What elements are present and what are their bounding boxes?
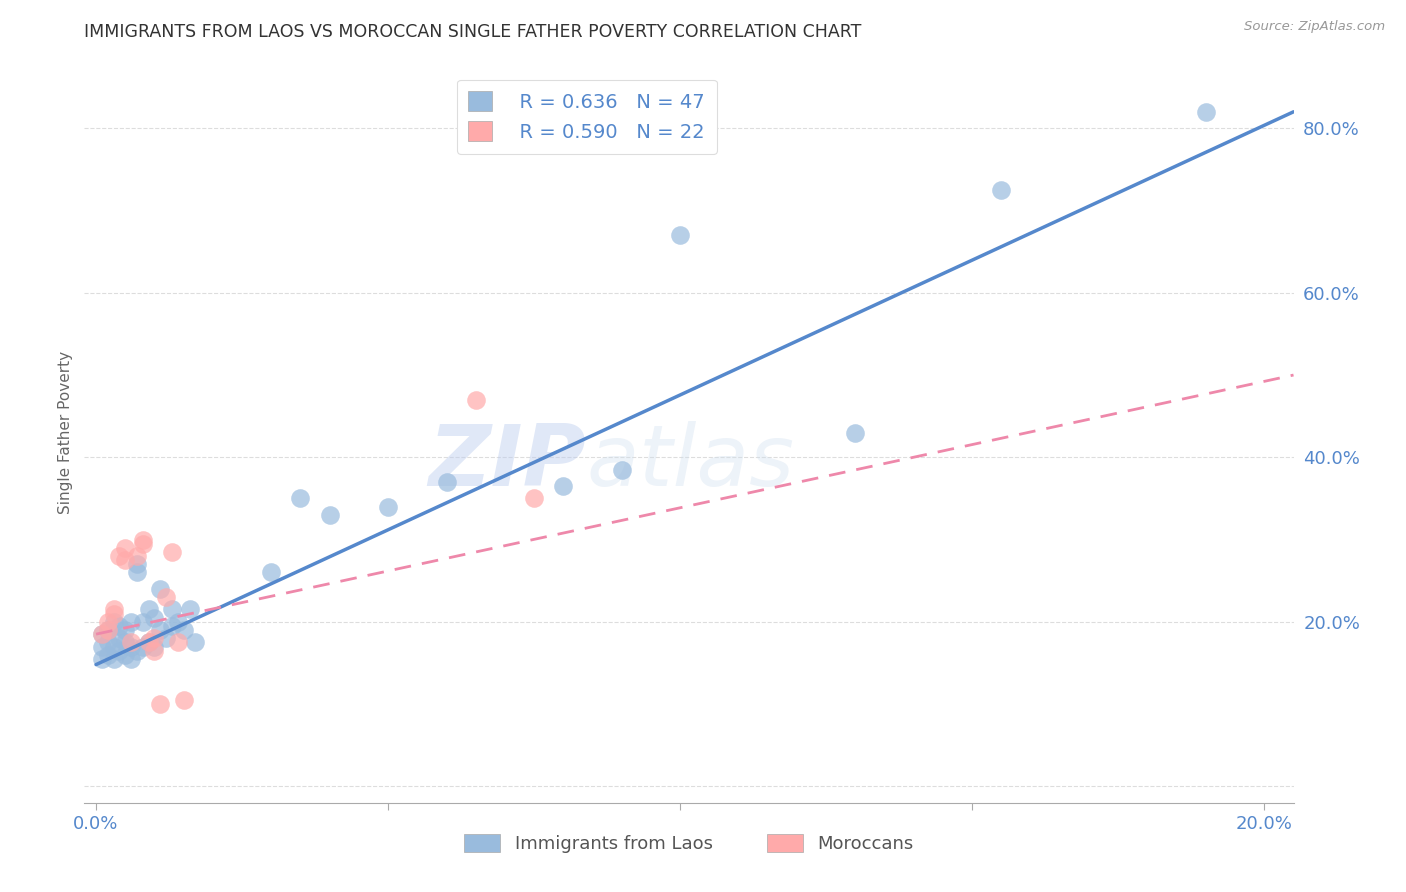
Point (318, 508, 340, 522)
Point (464, 392, 486, 407)
Point (173, 693, 195, 707)
Point (120, 652, 142, 666)
Point (290, 491, 312, 506)
Point (143, 611, 166, 625)
Point (166, 635, 188, 649)
Text: Source: ZipAtlas.com: Source: ZipAtlas.com (1244, 20, 1385, 33)
Point (90, 652, 112, 666)
Point (132, 640, 155, 654)
Point (143, 640, 166, 654)
Point (1195, 104, 1218, 119)
Point (610, 462, 633, 476)
Point (149, 697, 172, 711)
Point (114, 635, 136, 649)
Point (97, 623, 120, 637)
Point (132, 533, 155, 547)
Point (166, 615, 188, 629)
Point (553, 479, 575, 493)
Point (844, 425, 866, 440)
Point (143, 643, 166, 657)
Point (97, 635, 120, 649)
Point (184, 635, 207, 649)
Point (523, 491, 546, 506)
Point (120, 635, 142, 649)
Point (260, 566, 283, 580)
Point (173, 623, 195, 637)
Point (160, 619, 183, 633)
Point (103, 607, 125, 621)
Point (125, 558, 148, 572)
Point (103, 652, 125, 666)
Point (160, 545, 183, 559)
Point (90, 627, 112, 641)
Text: atlas: atlas (586, 421, 794, 504)
Point (90, 627, 112, 641)
Point (155, 632, 177, 646)
Legend: Immigrants from Laos, Moroccans: Immigrants from Laos, Moroccans (457, 827, 921, 861)
Point (120, 615, 142, 629)
Point (179, 602, 201, 616)
Point (138, 635, 160, 649)
Point (114, 648, 136, 662)
Text: ZIP: ZIP (429, 421, 586, 504)
Point (97, 623, 120, 637)
Point (114, 623, 136, 637)
Point (132, 536, 155, 550)
Point (669, 228, 692, 243)
Point (103, 615, 125, 629)
Y-axis label: Single Father Poverty: Single Father Poverty (58, 351, 73, 514)
Point (103, 602, 125, 616)
Point (114, 541, 136, 555)
Point (155, 590, 177, 604)
Point (108, 549, 131, 563)
Point (120, 640, 142, 654)
Point (138, 635, 160, 649)
Point (97, 615, 120, 629)
Point (125, 549, 148, 563)
Point (108, 643, 131, 657)
Point (132, 615, 155, 629)
Point (108, 619, 131, 633)
Text: IMMIGRANTS FROM LAOS VS MOROCCAN SINGLE FATHER POVERTY CORRELATION CHART: IMMIGRANTS FROM LAOS VS MOROCCAN SINGLE … (84, 23, 862, 41)
Point (149, 582, 172, 596)
Point (143, 632, 166, 646)
Point (103, 640, 125, 654)
Point (149, 623, 172, 637)
Point (160, 602, 183, 616)
Point (125, 566, 148, 580)
Point (138, 602, 160, 616)
Point (90, 640, 112, 654)
Point (377, 500, 399, 514)
Point (990, 183, 1012, 197)
Point (97, 648, 120, 662)
Point (436, 475, 458, 489)
Point (114, 553, 136, 567)
Point (108, 632, 131, 646)
Point (125, 643, 148, 657)
